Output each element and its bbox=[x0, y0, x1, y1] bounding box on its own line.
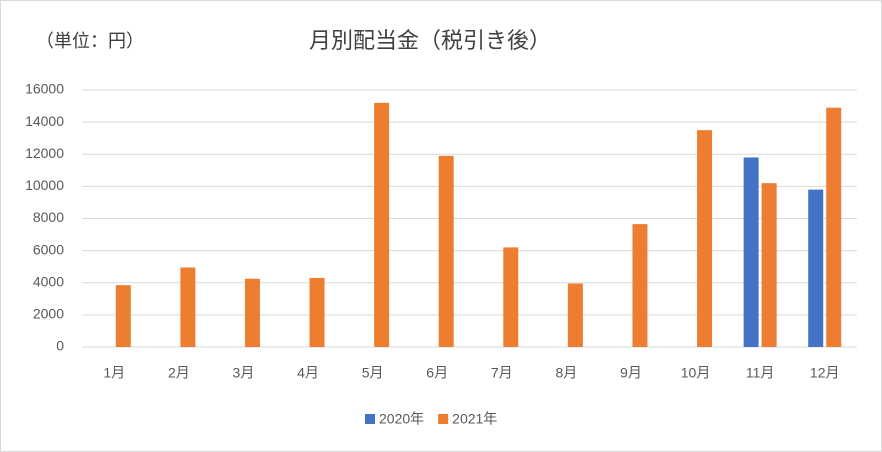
y-tick-label: 16000 bbox=[25, 81, 64, 97]
y-tick-label: 8000 bbox=[33, 209, 64, 225]
bar bbox=[567, 283, 583, 347]
x-tick-label: 5月 bbox=[362, 365, 384, 381]
legend-swatch bbox=[438, 414, 449, 424]
x-tick-label: 3月 bbox=[233, 365, 255, 381]
bar bbox=[244, 278, 260, 347]
bar bbox=[438, 155, 454, 347]
bar bbox=[632, 224, 648, 347]
x-tick-label: 6月 bbox=[426, 365, 448, 381]
y-tick-label: 14000 bbox=[25, 113, 64, 129]
x-tick-label: 2月 bbox=[168, 365, 190, 381]
x-tick-label: 12月 bbox=[810, 365, 840, 381]
x-tick-label: 4月 bbox=[297, 365, 319, 381]
y-tick-label: 10000 bbox=[25, 177, 64, 193]
bar bbox=[761, 183, 777, 347]
bar bbox=[309, 277, 325, 347]
x-tick-label: 10月 bbox=[681, 365, 711, 381]
chart-title: 月別配当金（税引き後） bbox=[309, 28, 551, 53]
x-tick-label: 1月 bbox=[103, 365, 125, 381]
legend-swatch bbox=[365, 414, 375, 424]
bar bbox=[826, 107, 842, 347]
x-tick-label: 7月 bbox=[491, 365, 513, 381]
y-tick-label: 4000 bbox=[33, 273, 64, 289]
bar bbox=[503, 247, 519, 347]
bar bbox=[743, 157, 759, 347]
bar bbox=[697, 130, 713, 347]
y-tick-label: 2000 bbox=[33, 306, 64, 322]
y-tick-label: 0 bbox=[56, 338, 64, 354]
bar bbox=[115, 285, 131, 347]
y-tick-label: 12000 bbox=[25, 145, 64, 161]
bar bbox=[180, 267, 196, 347]
x-tick-label: 8月 bbox=[555, 365, 577, 381]
x-tick-label: 11月 bbox=[746, 365, 775, 381]
x-tick-label: 9月 bbox=[620, 365, 642, 381]
bar bbox=[374, 102, 390, 347]
legend-label: 2020年 bbox=[379, 411, 424, 427]
bar bbox=[808, 189, 824, 347]
unit-label: （単位：円） bbox=[36, 31, 144, 51]
legend-label: 2021年 bbox=[452, 411, 497, 427]
y-tick-label: 6000 bbox=[33, 241, 64, 257]
